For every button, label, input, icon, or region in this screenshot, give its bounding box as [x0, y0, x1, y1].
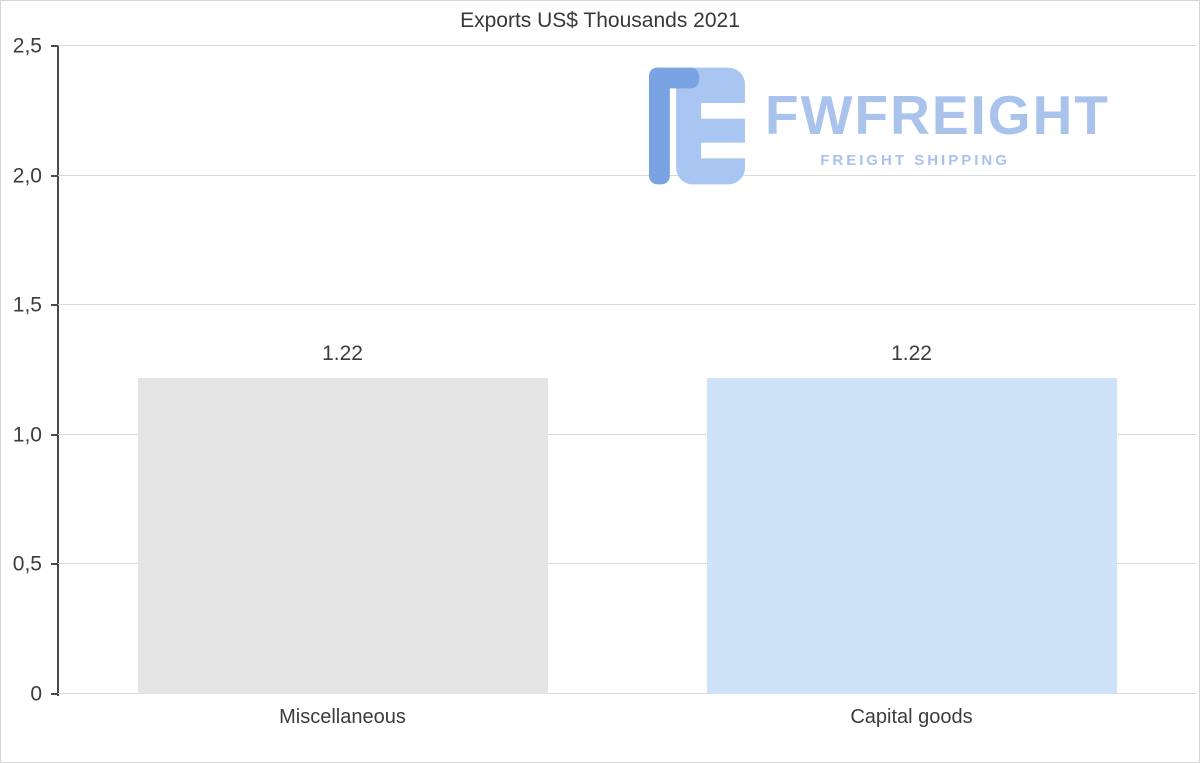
y-tick-mark — [51, 693, 58, 695]
y-tick-mark — [51, 433, 58, 436]
x-category-label-capital-goods: Capital goods — [850, 706, 973, 728]
bar-slot-capital-goods: 1.22 — [627, 46, 1196, 694]
bar-capital-goods: 1.22 — [706, 342, 1117, 694]
gridline — [58, 693, 1196, 694]
bar-value-label: 1.22 — [322, 341, 363, 365]
fwfreight-logo: FWFREIGHT FREIGHT SHIPPING — [649, 67, 1110, 185]
y-tick-mark — [51, 45, 58, 47]
gridline — [58, 174, 1196, 176]
y-axis-line — [57, 46, 59, 696]
gridline — [58, 433, 1196, 435]
y-tick-label: 1,0 — [12, 423, 42, 447]
bar-slot-miscellaneous: 1.22 — [58, 46, 627, 694]
x-category-label-miscellaneous: Miscellaneous — [279, 706, 406, 728]
y-tick-label: 1,5 — [12, 293, 42, 317]
chart-title: Exports US$ Thousands 2021 — [460, 9, 740, 32]
y-tick-label: 0,5 — [12, 552, 42, 576]
y-axis: 0 0,5 1,0 1,5 2,0 2,5 — [1, 36, 58, 705]
y-tick-mark — [51, 174, 58, 177]
y-tick-label: 2,5 — [12, 34, 42, 58]
brand-text: FWFREIGHT — [765, 83, 1110, 146]
plot-area: 1.22 1.22 — [58, 45, 1196, 694]
tagline-text: FREIGHT SHIPPING — [820, 151, 1010, 169]
y-tick-label: 2,0 — [12, 164, 42, 188]
gridline — [58, 563, 1196, 565]
gridline — [58, 45, 1196, 46]
y-tick-label: 0 — [30, 682, 42, 706]
logo-text: FWFREIGHT FREIGHT SHIPPING — [765, 83, 1110, 169]
y-tick-mark — [51, 563, 58, 566]
gridline — [58, 304, 1196, 306]
bars-container: 1.22 1.22 — [58, 46, 1196, 694]
x-axis-labels: Miscellaneous Capital goods — [58, 706, 1196, 738]
bar-miscellaneous: 1.22 — [137, 342, 548, 694]
fwfreight-logo-icon — [649, 67, 745, 185]
bar-value-label: 1.22 — [891, 341, 932, 365]
y-tick-mark — [51, 304, 58, 307]
